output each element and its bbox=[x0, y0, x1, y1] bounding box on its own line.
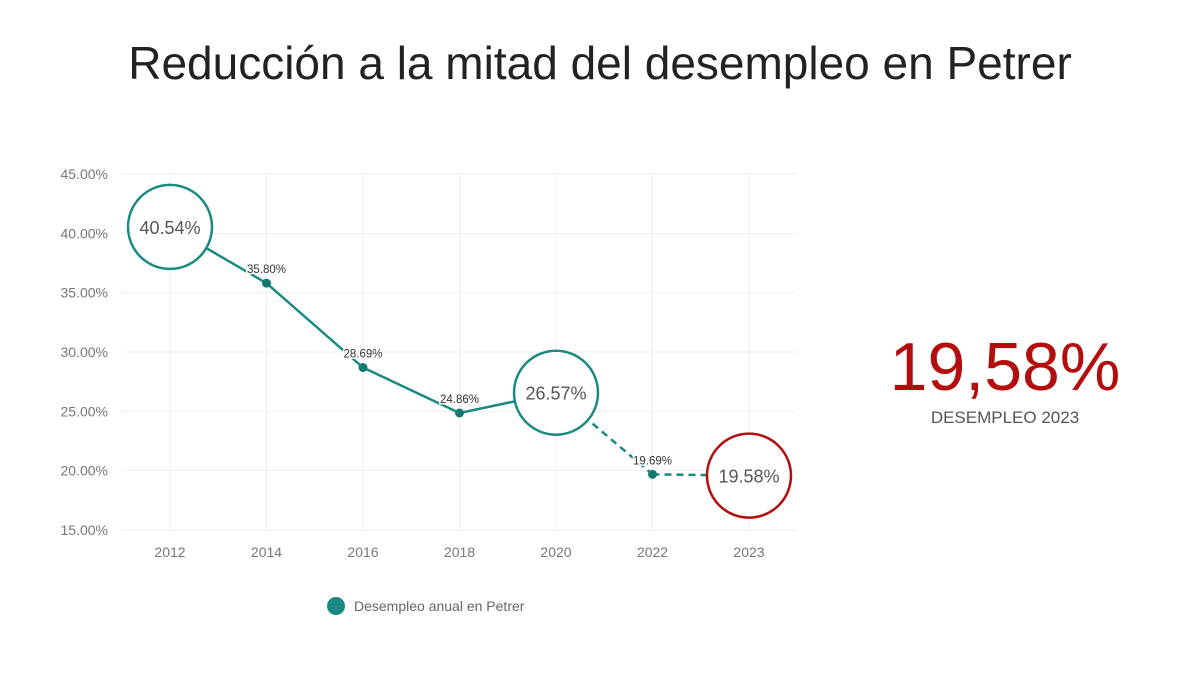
x-tick-label: 2016 bbox=[347, 544, 378, 560]
chart-title: Reducción a la mitad del desempleo en Pe… bbox=[128, 37, 1072, 89]
x-tick-label: 2023 bbox=[733, 544, 764, 560]
legend-marker bbox=[327, 597, 345, 615]
series-segment bbox=[555, 391, 654, 476]
highlight-circle bbox=[126, 183, 214, 271]
kpi-value: 19,58% bbox=[889, 329, 1121, 405]
y-tick-label: 25.00% bbox=[61, 403, 108, 419]
y-tick-label: 20.00% bbox=[61, 463, 108, 479]
data-label: 19.58% bbox=[718, 467, 779, 487]
y-tick-label: 45.00% bbox=[61, 166, 108, 182]
data-label: 24.86% bbox=[440, 394, 479, 406]
y-tick-label: 30.00% bbox=[61, 344, 108, 360]
series-segment bbox=[362, 366, 461, 415]
data-point bbox=[455, 408, 464, 418]
x-tick-label: 2014 bbox=[251, 544, 282, 560]
data-point bbox=[648, 469, 657, 479]
x-tick-label: 2022 bbox=[637, 544, 668, 560]
series-segment bbox=[265, 282, 364, 369]
data-label: 19.69% bbox=[633, 455, 672, 467]
legend-label: Desempleo anual en Petrer bbox=[354, 598, 525, 614]
data-label: 40.54% bbox=[139, 218, 200, 238]
highlight-circle bbox=[512, 349, 600, 436]
y-tick-label: 15.00% bbox=[61, 522, 108, 538]
x-tick-label: 2012 bbox=[154, 544, 185, 560]
data-label: 28.69% bbox=[343, 349, 382, 361]
x-tick-label: 2018 bbox=[444, 544, 475, 560]
y-tick-label: 35.00% bbox=[61, 285, 108, 301]
x-tick-label: 2020 bbox=[540, 544, 571, 560]
data-point bbox=[262, 278, 271, 288]
kpi-panel: 19,58% DESEMPLEO 2023 bbox=[870, 328, 1140, 428]
series-segment bbox=[652, 473, 750, 477]
data-label: 26.57% bbox=[525, 384, 586, 404]
data-point bbox=[358, 363, 368, 373]
kpi-label: DESEMPLEO 2023 bbox=[930, 408, 1080, 427]
y-tick-label: 40.00% bbox=[61, 225, 108, 241]
data-label: 35.80% bbox=[247, 264, 286, 276]
highlight-circle bbox=[705, 432, 793, 519]
